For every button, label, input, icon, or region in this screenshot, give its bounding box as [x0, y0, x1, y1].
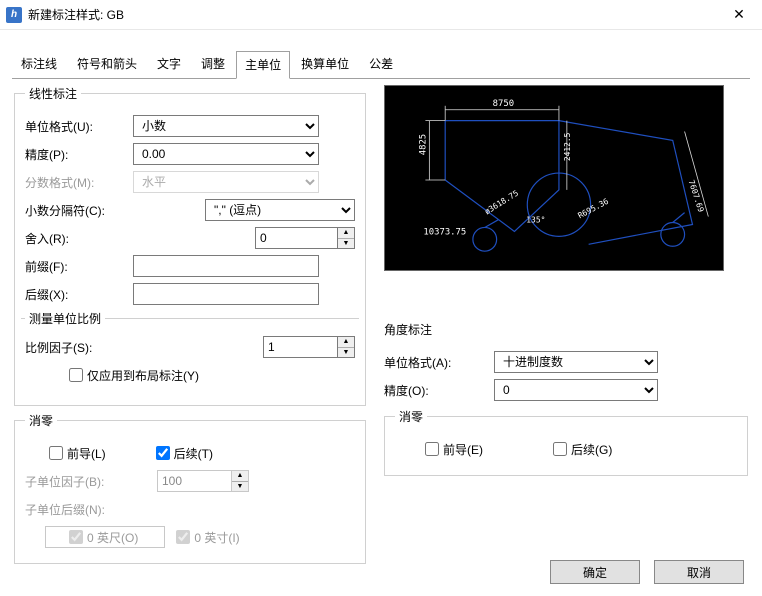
inch-checkbox: 0 英寸(I): [176, 529, 239, 546]
svg-text:4825: 4825: [418, 134, 428, 155]
close-button[interactable]: ✕: [716, 0, 762, 30]
precision-label: 精度(P):: [25, 146, 133, 163]
window-title: 新建标注样式: GB: [28, 6, 716, 23]
roundoff-up[interactable]: ▲: [338, 228, 354, 239]
titlebar: h 新建标注样式: GB ✕: [0, 0, 762, 30]
unit-format-label: 单位格式(U):: [25, 118, 133, 135]
precision-select[interactable]: 0.00: [133, 143, 319, 165]
angle-leading-label: 前导(E): [443, 441, 483, 458]
sub-factor-down: ▼: [232, 482, 248, 492]
decimal-sep-label: 小数分隔符(C):: [25, 202, 133, 219]
tab-text[interactable]: 文字: [148, 50, 190, 78]
fraction-format-label: 分数格式(M):: [25, 174, 133, 191]
angle-format-select[interactable]: 十进制度数: [494, 351, 658, 373]
tab-symbols[interactable]: 符号和箭头: [68, 50, 146, 78]
scale-up[interactable]: ▲: [338, 337, 354, 348]
feet-label: 0 英尺(O): [87, 529, 138, 546]
angle-trailing-checkbox[interactable]: 后续(G): [553, 441, 612, 458]
svg-text:135°: 135°: [526, 216, 545, 225]
leading-checkbox[interactable]: 前导(L): [49, 445, 106, 462]
angle-format-label: 单位格式(A):: [384, 354, 494, 371]
scale-factor-label: 比例因子(S):: [25, 339, 133, 356]
linear-fieldset: 线性标注 单位格式(U): 小数 精度(P): 0.00 分数格式(: [14, 85, 366, 406]
roundoff-down[interactable]: ▼: [338, 239, 354, 249]
svg-text:2412.5: 2412.5: [563, 132, 572, 161]
scale-legend: 测量单位比例: [25, 310, 105, 327]
trailing-label: 后续(T): [174, 445, 213, 462]
tab-fit[interactable]: 调整: [192, 50, 234, 78]
app-icon: h: [6, 7, 22, 23]
layout-only-checkbox[interactable]: 仅应用到布局标注(Y): [69, 367, 199, 384]
scale-factor-input[interactable]: [263, 336, 337, 358]
feet-checkbox: 0 英尺(O): [69, 529, 138, 546]
angle-leading-checkbox[interactable]: 前导(E): [425, 441, 483, 458]
scale-factor-spinner[interactable]: ▲ ▼: [263, 336, 355, 358]
sub-suffix-label: 子单位后缀(N):: [25, 501, 157, 518]
sub-factor-input: [157, 470, 231, 492]
sub-factor-up: ▲: [232, 471, 248, 482]
angle-trailing-label: 后续(G): [571, 441, 612, 458]
tab-strip: 标注线 符号和箭头 文字 调整 主单位 换算单位 公差: [0, 30, 762, 78]
inch-label: 0 英寸(I): [194, 529, 239, 546]
roundoff-input[interactable]: [255, 227, 337, 249]
svg-text:ø3618.75: ø3618.75: [483, 188, 520, 216]
ok-button[interactable]: 确定: [550, 560, 640, 584]
angular-heading: 角度标注: [384, 321, 748, 338]
zero-legend: 消零: [25, 412, 57, 429]
angle-zero-fieldset: 消零 前导(E) 后续(G): [384, 408, 748, 476]
sub-factor-spinner: ▲ ▼: [157, 470, 249, 492]
svg-text:10373.75: 10373.75: [423, 227, 466, 237]
tab-alt-units[interactable]: 换算单位: [292, 50, 358, 78]
tab-tolerance[interactable]: 公差: [360, 50, 402, 78]
roundoff-label: 舍入(R):: [25, 230, 133, 247]
cancel-button[interactable]: 取消: [654, 560, 744, 584]
unit-format-select[interactable]: 小数: [133, 115, 319, 137]
prefix-input[interactable]: [133, 255, 319, 277]
trailing-checkbox[interactable]: 后续(T): [156, 445, 213, 462]
preview-pane: 8750 4825 2412.5 R695.36 7607.69 10373.7…: [384, 85, 724, 271]
roundoff-spinner[interactable]: ▲ ▼: [255, 227, 355, 249]
sub-factor-label: 子单位因子(B):: [25, 473, 157, 490]
fraction-format-select: 水平: [133, 171, 319, 193]
prefix-label: 前缀(F):: [25, 258, 133, 275]
tab-dimline[interactable]: 标注线: [12, 50, 66, 78]
angle-zero-legend: 消零: [395, 408, 427, 425]
svg-text:8750: 8750: [493, 99, 514, 109]
linear-legend: 线性标注: [25, 85, 81, 102]
suffix-label: 后缀(X):: [25, 286, 133, 303]
layout-only-label: 仅应用到布局标注(Y): [87, 367, 199, 384]
leading-label: 前导(L): [67, 445, 106, 462]
suffix-input[interactable]: [133, 283, 319, 305]
zero-fieldset: 消零 前导(L) 后续(T) 子单位因子(B): ▲ ▼: [14, 412, 366, 564]
scale-down[interactable]: ▼: [338, 348, 354, 358]
tab-primary-units[interactable]: 主单位: [236, 51, 290, 79]
angle-precision-label: 精度(O):: [384, 382, 494, 399]
svg-text:R695.36: R695.36: [576, 197, 610, 221]
angle-precision-select[interactable]: 0: [494, 379, 658, 401]
decimal-sep-select[interactable]: "," (逗点): [205, 199, 355, 221]
